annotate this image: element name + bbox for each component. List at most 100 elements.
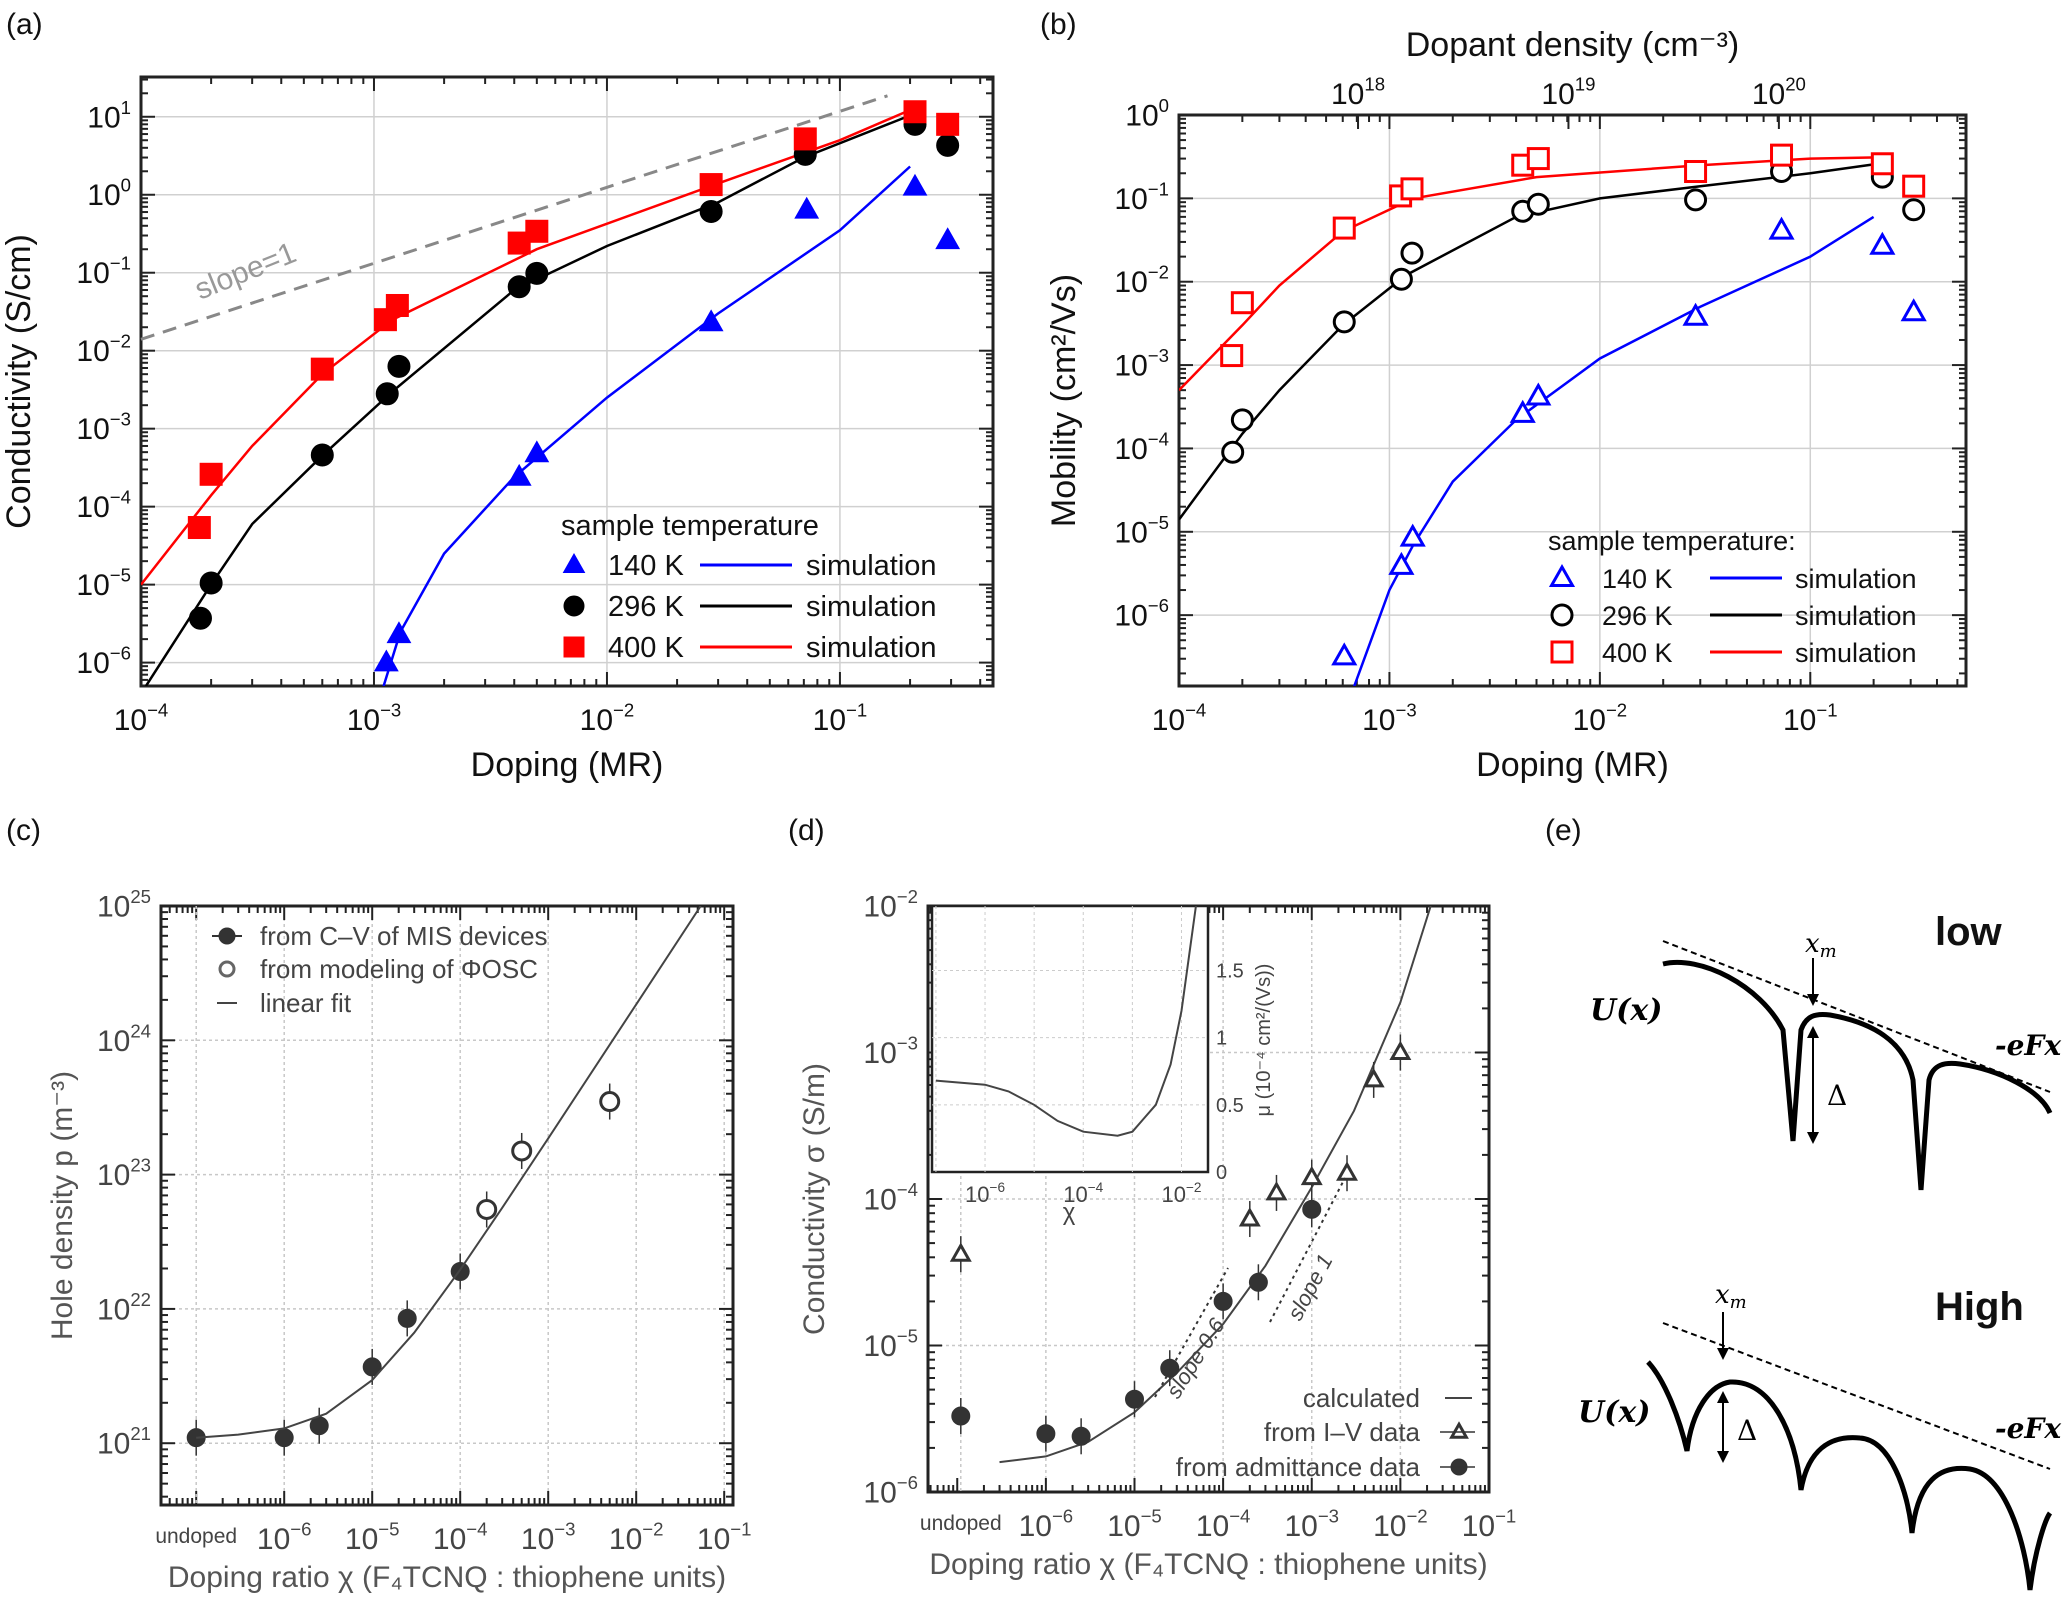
- y-tick-label: 1022: [97, 1289, 151, 1327]
- x-tick-label: 10−3: [347, 700, 402, 738]
- slope-guide-line: [1269, 1177, 1346, 1323]
- label-low: low: [1935, 910, 2003, 954]
- data-point-400K: [385, 293, 409, 317]
- data-point-140K: [1399, 523, 1426, 547]
- potential-curve-low: [1662, 960, 2053, 1191]
- data-point: [1238, 1207, 1261, 1227]
- inset-y-tick-label: 0: [1216, 1162, 1227, 1184]
- inset-frame: [930, 904, 1210, 1174]
- data-point: [309, 1416, 329, 1436]
- data-point: [599, 1091, 621, 1113]
- panel-label-a: (a): [6, 8, 43, 41]
- legend-marker: [562, 552, 586, 573]
- diagram-potential-landscape: low U(x) -eFx xm Δ High U(x) -eFx xm Δ: [1578, 910, 2061, 1591]
- data-point-296K: [1526, 192, 1550, 216]
- legend: sample temperature: 140 K simulation 296 K s…: [1548, 526, 1917, 668]
- label-ux-low: U(x): [1590, 993, 1662, 1028]
- data-point-400K: [525, 219, 549, 243]
- y-tick-label: 100: [87, 175, 131, 213]
- y-tick-label: 10−1: [76, 253, 131, 291]
- legend-label: from admittance data: [1176, 1452, 1421, 1482]
- legend-marker: [1550, 640, 1574, 664]
- y-tick-label: 10−1: [1114, 178, 1169, 216]
- data-point-400K: [1230, 291, 1254, 315]
- legend-marker: [1548, 563, 1576, 587]
- legend-label: 140 K: [1602, 564, 1673, 594]
- data-point-140K: [1509, 399, 1536, 423]
- data-point-400K: [1684, 159, 1708, 183]
- label-delta-low: Δ: [1827, 1079, 1847, 1112]
- y-tick-label: 1024: [97, 1020, 151, 1058]
- data-point-140K: [902, 173, 928, 196]
- y-tick-label: 10−5: [1114, 512, 1169, 550]
- legend-label: linear fit: [260, 988, 352, 1018]
- data-point: [1362, 1068, 1385, 1088]
- plot-frame: [1177, 113, 1968, 688]
- inset-curve: [935, 906, 1197, 1137]
- x-axis-label: Doping ratio χ (F₄TCNQ : thiophene units…: [168, 1561, 726, 1594]
- data-point-400K: [1400, 177, 1424, 201]
- data-point: [274, 1428, 294, 1448]
- panel-label-d: (d): [788, 814, 825, 847]
- label-efx-high: -eFx: [1995, 1412, 2061, 1445]
- label-xm-low: xm: [1805, 929, 1837, 962]
- data-point: [949, 1242, 972, 1262]
- panel-label-b: (b): [1040, 8, 1077, 41]
- inset-x-tick-label: 10−4: [1063, 1180, 1103, 1207]
- slope-reference-line: [140, 94, 888, 341]
- inset-x-tick-label: 10−2: [1161, 1180, 1201, 1207]
- top-axis-label: Dopant density (cm⁻³): [1406, 26, 1740, 64]
- chart-mobility-vs-doping: 10−4 10−3 10−2 10−1 10−6 10−5 10−4 10−3 10−2 10−1…: [1045, 26, 1968, 784]
- data-point-296K: [936, 133, 960, 157]
- legend-label: 400 K: [1602, 638, 1673, 668]
- arrowhead-icon: [1807, 1026, 1819, 1144]
- data-point-296K: [699, 199, 723, 223]
- legend-label: 400 K: [608, 632, 684, 664]
- potential-curve-high: [1646, 1360, 2053, 1591]
- data-point-140K: [1682, 302, 1709, 326]
- legend-label: simulation: [1795, 601, 1917, 631]
- legend-label: from modeling of ΦOSC: [260, 954, 538, 984]
- x-tick-label: 10−2: [1373, 1506, 1428, 1544]
- data-point-296K: [199, 571, 223, 595]
- data-point-296K: [375, 382, 399, 406]
- data-point: [511, 1140, 533, 1162]
- field-line-high: [1662, 1322, 2051, 1470]
- x-tick-label: 10−6: [1019, 1506, 1074, 1544]
- data-point-400K: [199, 462, 223, 486]
- grid: [140, 77, 993, 686]
- undoped-tick-label: undoped: [155, 1525, 237, 1548]
- grid: [161, 905, 733, 1505]
- legend-marker: [563, 595, 585, 617]
- x-axis-label: Doping (MR): [471, 746, 664, 784]
- data-point: [1389, 1040, 1412, 1060]
- data-point-140K: [935, 227, 961, 250]
- y-tick-label: 10−6: [863, 1472, 918, 1510]
- data-point-296K: [507, 275, 531, 299]
- data-point-400K: [936, 112, 960, 136]
- data-point-296K: [1230, 408, 1254, 432]
- data-point-296K: [310, 443, 334, 467]
- x-tick-label: 10−5: [1107, 1506, 1162, 1544]
- legend: sample temperature 140 K simulation 296 K si…: [561, 510, 937, 664]
- data-point: [362, 1357, 382, 1377]
- y-tick-label: 10−2: [863, 886, 918, 924]
- data-point-400K: [1220, 344, 1244, 368]
- legend-title: sample temperature: [561, 510, 819, 542]
- label-delta-high: Δ: [1737, 1414, 1757, 1447]
- legend-marker: [563, 636, 585, 658]
- y-tick-label: 10−5: [76, 565, 131, 603]
- inset-x-axis-label: χ: [1063, 1199, 1076, 1226]
- chart-conductivity-vs-doping: 10−4 10−3 10−2 10−1 10−6 10−5 10−4 10−3 10−2 10−1…: [0, 75, 995, 784]
- data-point-140K: [1900, 298, 1927, 322]
- data-point: [1336, 1161, 1358, 1181]
- y-axis-label: Mobility (cm²/Vs): [1045, 274, 1083, 527]
- legend-label: calculated: [1303, 1383, 1420, 1413]
- data-point: [1265, 1181, 1288, 1201]
- inset-y-axis-label: μ (10⁻⁴ cm²/(Vs)): [1253, 964, 1275, 1117]
- chart-hole-density: 10−6 10−5 10−4 10−3 10−2 10−1 1021 1022 1023 1024…: [46, 886, 751, 1594]
- x-tick-label: 10−1: [1783, 700, 1838, 738]
- data-point-140K: [524, 440, 550, 463]
- data-point-400K: [903, 100, 927, 124]
- legend-label: simulation: [806, 550, 937, 582]
